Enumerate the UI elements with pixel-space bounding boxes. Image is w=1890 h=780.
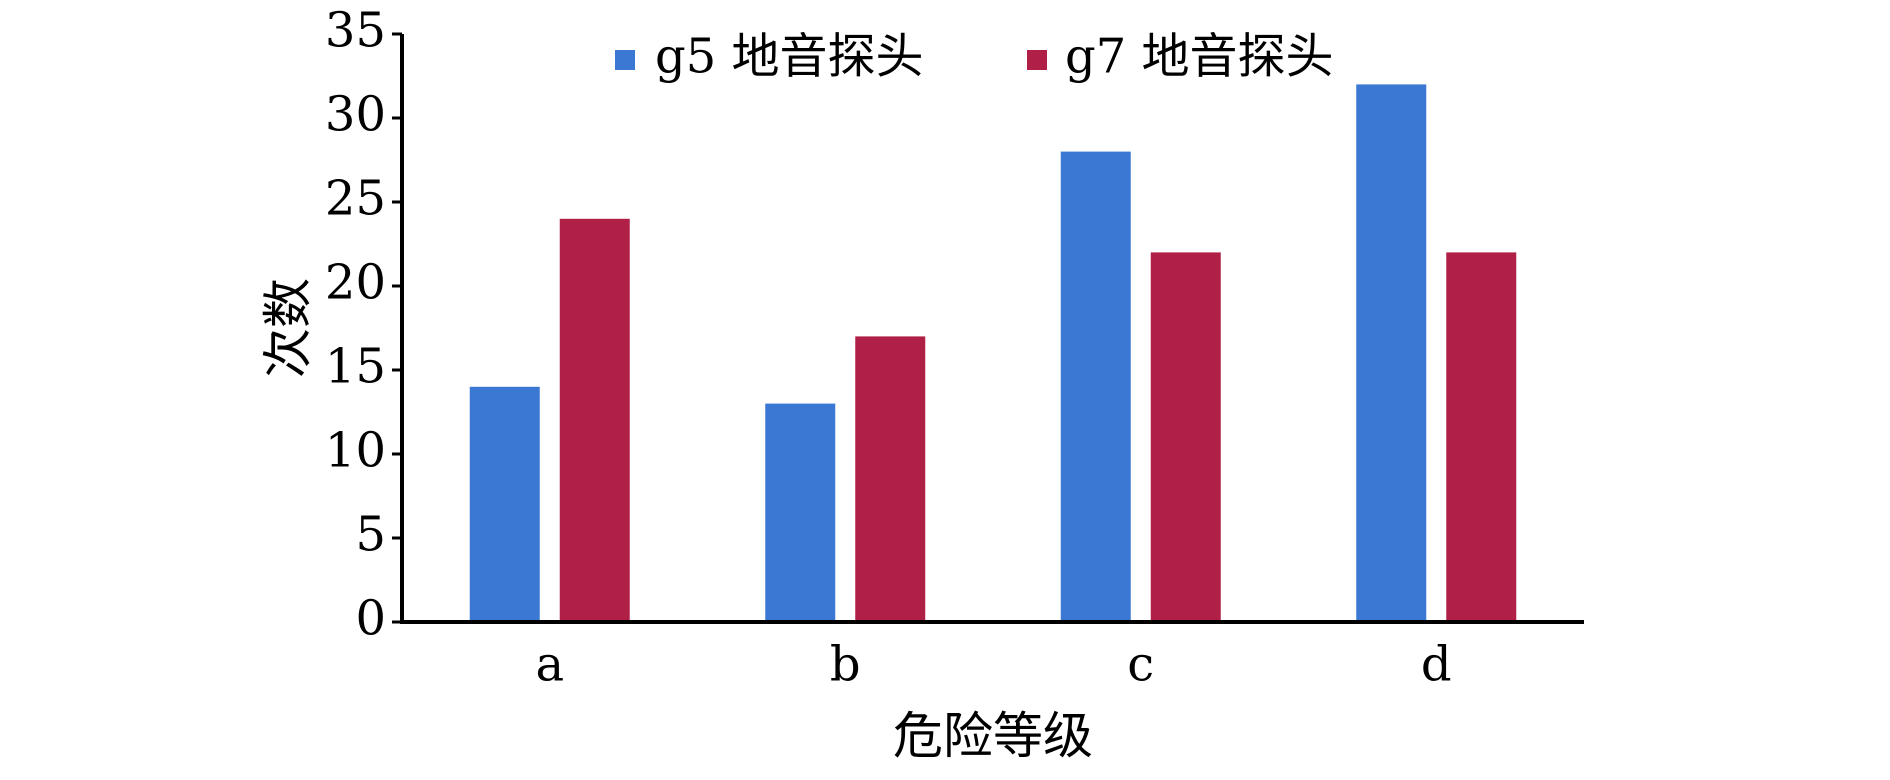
y-tick-label: 20 — [325, 255, 386, 311]
y-tick-label: 15 — [325, 339, 386, 395]
bar-c-series-0 — [1060, 151, 1131, 622]
bar-b-series-0 — [765, 403, 836, 622]
legend-label-g7: g7 地音探头 — [1065, 29, 1334, 85]
y-tick-label: 0 — [355, 591, 386, 647]
legend-swatch-g7 — [1027, 50, 1047, 70]
y-tick-label: 25 — [325, 171, 386, 227]
y-tick-label: 5 — [355, 507, 386, 563]
bar-d-series-0 — [1356, 84, 1427, 622]
y-axis-title: 次数 — [259, 278, 317, 378]
bar-d-series-1 — [1446, 252, 1517, 622]
bar-a-series-0 — [469, 386, 540, 622]
y-ticks: 0 5 10 15 20 25 30 35 — [325, 3, 402, 647]
y-tick-label: 10 — [325, 423, 386, 479]
x-tick-label: b — [830, 637, 861, 693]
legend-label-g5: g5 地音探头 — [655, 29, 924, 85]
y-tick-label: 35 — [325, 3, 386, 59]
x-tick-label: c — [1127, 637, 1154, 693]
legend: g5 地音探头 g7 地音探头 — [615, 29, 1334, 85]
bar-c-series-1 — [1150, 252, 1221, 622]
bar-b-series-1 — [855, 336, 926, 622]
x-axis-title: 危险等级 — [893, 707, 1093, 765]
legend-swatch-g5 — [615, 50, 635, 70]
bars-layer — [469, 84, 1517, 623]
bar-a-series-1 — [559, 218, 630, 623]
x-tick-label: d — [1421, 637, 1452, 693]
x-tick-label: a — [535, 637, 564, 693]
y-tick-label: 30 — [325, 87, 386, 143]
x-ticks: a b c d — [535, 637, 1451, 693]
